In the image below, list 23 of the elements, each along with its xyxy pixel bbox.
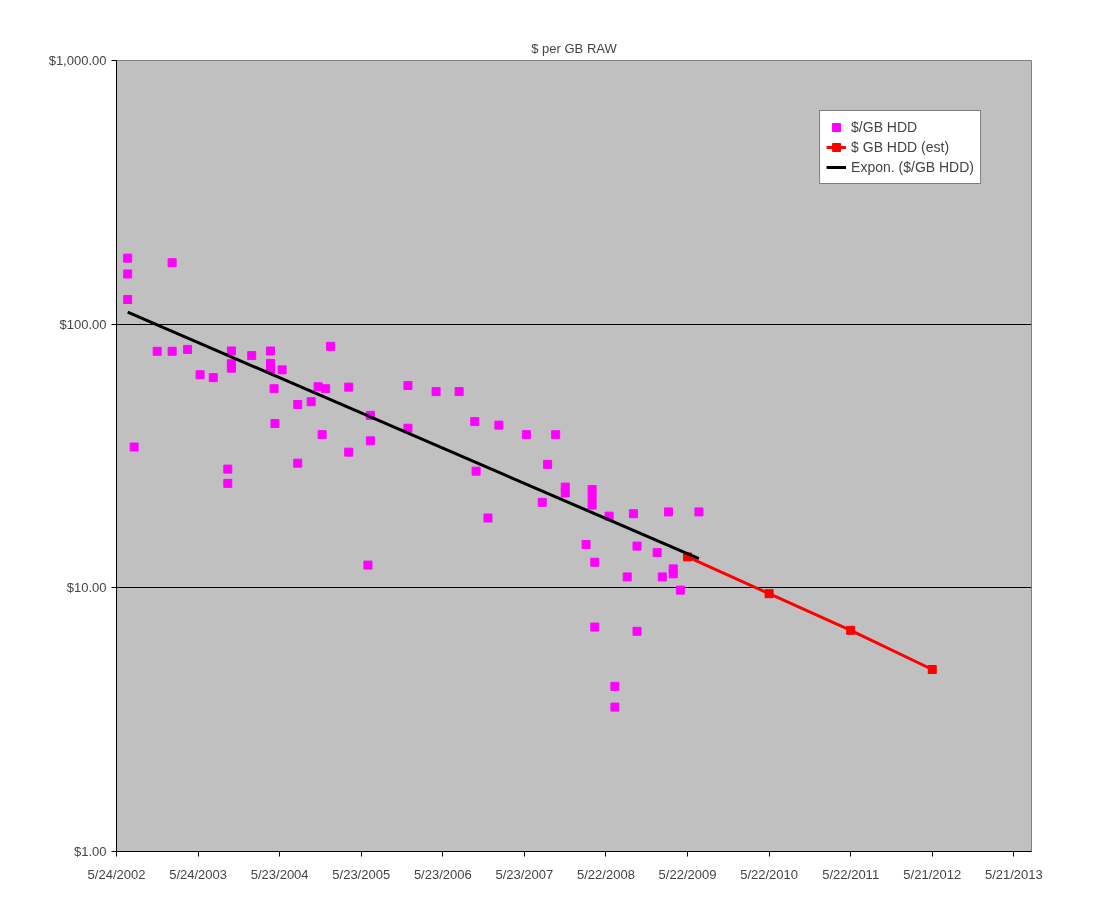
x-tick-label: 5/24/2003 — [169, 866, 227, 882]
x-tick-label: 5/23/2004 — [250, 866, 309, 882]
x-tick-label: 5/23/2005 — [332, 866, 391, 882]
x-tick-label: 5/22/2008 — [577, 866, 635, 882]
x-tick-label: 5/23/2007 — [495, 866, 554, 882]
chart-title: $ per GB RAW — [531, 40, 618, 56]
y-tick-label: $10.00 — [66, 580, 107, 596]
y-tick-label: $1,000.00 — [48, 53, 107, 68]
x-tick-label: 5/24/2002 — [87, 866, 146, 882]
point — [764, 589, 774, 599]
x-tick-label: 5/21/2013 — [984, 866, 1043, 882]
x-tick-label: 5/22/2010 — [740, 866, 799, 882]
x-tick-label: 5/21/2012 — [903, 866, 962, 882]
x-tick-label: 5/23/2006 — [413, 866, 472, 882]
legend-label: $/GB HDD — [851, 119, 918, 135]
legend-label: Expon. ($/GB HDD) — [851, 159, 974, 175]
point — [927, 665, 937, 675]
point — [846, 625, 856, 635]
x-tick-label: 5/22/2011 — [822, 866, 880, 882]
x-tick-label: 5/22/2009 — [658, 866, 717, 882]
legend-label: $ GB HDD (est) — [851, 139, 950, 155]
y-tick-label: $1.00 — [73, 844, 107, 859]
y-tick-label: $100.00 — [59, 316, 107, 332]
